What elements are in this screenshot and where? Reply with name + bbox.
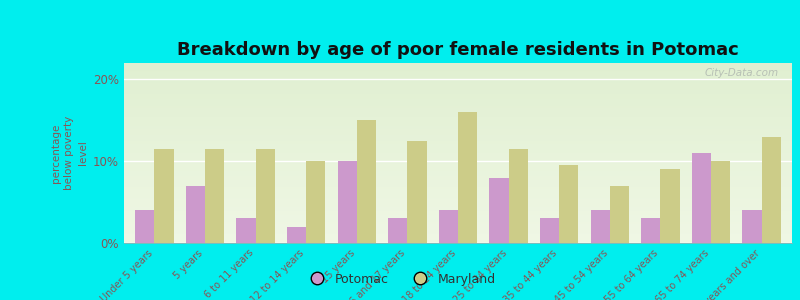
Bar bbox=[762, 136, 781, 243]
Bar bbox=[306, 161, 326, 243]
Title: Breakdown by age of poor female residents in Potomac: Breakdown by age of poor female resident… bbox=[177, 41, 739, 59]
Bar bbox=[559, 165, 578, 243]
Bar bbox=[590, 210, 610, 243]
Y-axis label: percentage
below poverty
level: percentage below poverty level bbox=[51, 116, 87, 190]
Bar bbox=[458, 112, 478, 243]
Bar bbox=[236, 218, 255, 243]
Bar bbox=[287, 226, 306, 243]
Bar bbox=[490, 178, 509, 243]
Bar bbox=[154, 149, 174, 243]
Bar bbox=[610, 186, 629, 243]
Bar bbox=[509, 149, 528, 243]
Bar bbox=[205, 149, 224, 243]
Bar bbox=[692, 153, 711, 243]
Bar bbox=[661, 169, 680, 243]
Bar bbox=[357, 120, 376, 243]
Bar bbox=[407, 141, 426, 243]
Bar bbox=[438, 210, 458, 243]
Legend: Potomac, Maryland: Potomac, Maryland bbox=[299, 268, 501, 291]
Bar bbox=[186, 186, 205, 243]
Bar bbox=[540, 218, 559, 243]
Bar bbox=[135, 210, 154, 243]
Bar bbox=[388, 218, 407, 243]
Bar bbox=[338, 161, 357, 243]
Bar bbox=[711, 161, 730, 243]
Bar bbox=[255, 149, 275, 243]
Bar bbox=[742, 210, 762, 243]
Bar bbox=[641, 218, 661, 243]
Text: City-Data.com: City-Data.com bbox=[705, 68, 778, 78]
